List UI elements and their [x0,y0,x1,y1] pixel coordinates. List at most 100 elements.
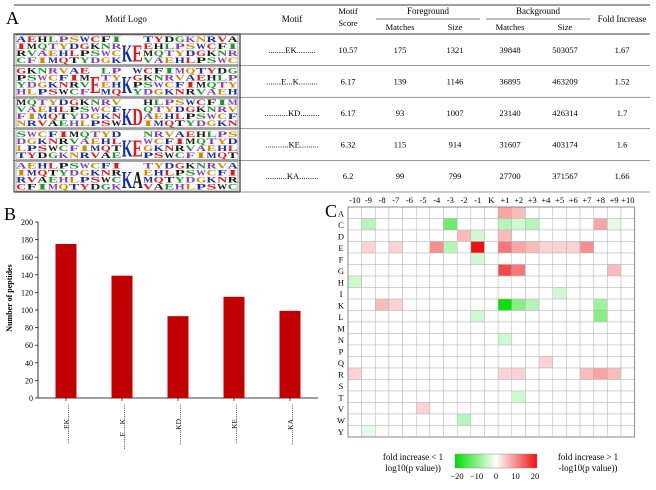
motif-logo-letter: M [16,98,27,107]
heatmap-cell [388,298,403,311]
motif-logo-letter: W [27,130,37,139]
motif-logo-letter: Q [154,175,164,184]
motif-pattern: ........EK......... [268,45,315,55]
heatmap-cell [470,264,485,277]
motif-logo-letter: C [59,144,69,153]
heatmap-cell [456,252,472,265]
motif-logo-letter: P [164,98,174,107]
motif-logo-letter: N [154,74,164,83]
motif-logo-letter: F [27,56,37,65]
motif-logo-letter: D [111,130,121,139]
heatmap-cell [538,333,553,346]
motif-logo-letter: Q [59,56,69,65]
motif-logo-letter: C [196,98,206,107]
motif-logo-letter: D [90,56,100,65]
heatmap-cell [470,275,485,288]
heatmap-cell [593,298,608,311]
heatmap-cell [456,321,472,334]
bar-chart-x-tick-label: ........KE........ [230,404,239,444]
heatmap-cell [593,344,608,357]
bar-5 [279,310,301,398]
heatmap-cell [347,321,362,334]
motif-logo-letter: K [90,42,101,51]
motif-logo-letter: Y [164,105,174,114]
heatmap-cell [375,206,390,219]
heatmap-cell [593,425,608,438]
motif-logo-letter: P [143,151,153,160]
bar-chart-x-tick-label: ........KA........ [286,404,295,445]
heatmap-cell [456,264,472,277]
heatmap-cell [429,206,444,219]
motif-logo-letter: F [101,35,111,44]
motif-logo-letter: C [143,67,153,76]
motif-logo-letter: S [207,182,218,191]
heatmap-row-label: T [338,392,344,402]
heatmap-cell [538,321,553,334]
heatmap-cell [388,264,403,277]
bar-chart-x-labels: ........EK........ .......E....K.........… [62,404,295,450]
motif-logo-letter: S [196,112,207,121]
heatmap-cell [456,425,472,438]
heatmap-cell [579,425,594,438]
heatmap-cell [443,264,458,277]
heatmap-cell [470,413,485,426]
legend-color-bar [454,453,538,469]
heatmap-cell [607,275,622,288]
heatmap-cell [511,390,526,403]
heatmap-cell [456,402,472,415]
panel-label-c: C [325,201,337,221]
motif-logo-letter: I [16,168,26,177]
motif-logo-letter: K [185,161,196,170]
heatmap-cell [443,241,458,254]
heatmap-column-label: +9 [610,195,619,205]
motif-logo-letter: V [164,130,174,139]
motif-logo-letter: I [111,161,121,170]
motif-logo-letter: T [90,130,101,139]
motif-logo-letter: E [143,42,153,51]
heatmap-cell [552,298,567,311]
motif-logo-letter: M [27,42,38,51]
table-cell-bg-size: 503057 [552,45,578,55]
heatmap-cell [620,333,635,346]
motif-logo-letter: Y [59,168,69,177]
motif-logo-letter: N [175,88,185,97]
heatmap-cell [470,218,485,231]
heatmap-cell [484,206,499,219]
heatmap-cell [566,287,581,300]
motif-logo-letter: G [48,151,58,160]
header-fg-size: Size [448,22,463,32]
motif-logo-letter: E [80,67,90,76]
motif-logo-letter: Y [69,112,79,121]
motif-logo-letter: E [37,105,47,114]
heatmap-cell [497,310,513,323]
motif-logo-letter: Q [185,67,195,76]
heatmap-cell [416,344,431,357]
heatmap-cell [361,333,376,346]
motif-logo-letter: D [217,67,227,76]
motif-logo-letter: R [27,119,37,128]
heatmap-column-label: -8 [379,195,386,205]
heatmap-cell [388,321,403,334]
motif-logo-letter: K [154,144,165,153]
motif-logo-letter: T [196,67,207,76]
motif-logo-letter: M [80,74,91,83]
motif-logo-letter: T [228,151,239,160]
heatmap-cell [416,379,431,392]
heatmap-cell [538,298,553,311]
motif-logo-center-bg [121,130,133,159]
heatmap-cell [607,413,622,426]
heatmap-cell [566,333,581,346]
heatmap-cell [593,241,608,254]
motif-logo-letter: S [48,88,59,97]
heatmap-cell [429,333,444,346]
table-cell-fg-size: 914 [449,140,463,150]
motif-logo-letter: T [164,175,175,184]
motif-logo-letter: A [16,161,26,170]
heatmap-cell [579,298,594,311]
motif-logo-letter: T [37,98,48,107]
motif-logo-letter: V [185,144,195,153]
bar-chart-y-tick-label: 180 [21,236,33,245]
heatmap-cell [402,425,417,438]
heatmap-cell [402,229,417,242]
heatmap-cell [375,402,390,415]
